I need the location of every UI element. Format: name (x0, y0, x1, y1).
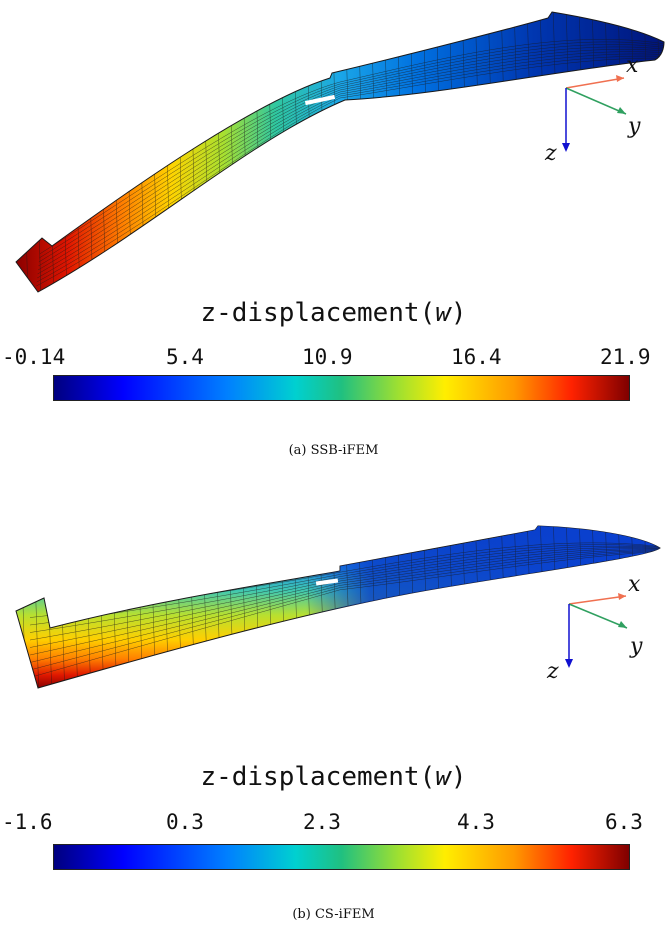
colorbar-title-text: z-displacement( (200, 762, 436, 792)
mesh-line (409, 526, 417, 688)
colorbar-tick: 10.9 (302, 345, 353, 369)
y-axis-arrow (565, 87, 627, 115)
wing-surface-a (15, 11, 665, 293)
mesh-line (318, 12, 328, 292)
colorbar-tick: -1.6 (2, 810, 53, 834)
mesh-line (39, 41, 664, 259)
mesh-line (36, 55, 664, 283)
mesh-line (331, 12, 341, 292)
colorbar-title-variable: w (435, 298, 451, 328)
mesh-line (136, 12, 146, 292)
mesh-line (656, 526, 660, 688)
mesh-line (162, 12, 172, 292)
mesh-line (110, 12, 120, 292)
mesh-line (110, 526, 118, 688)
colorbar-tick: 2.3 (303, 810, 341, 834)
mesh-line (175, 12, 185, 292)
wing-contour-plot-b: x y z (15, 525, 661, 689)
mesh-line (29, 547, 660, 641)
colorbar (53, 375, 630, 401)
colorbar-tick: 16.4 (451, 345, 502, 369)
mesh-line (39, 39, 664, 255)
y-axis-arrow (568, 603, 628, 629)
z-axis-label: z (544, 141, 557, 166)
colorbar-title-variable: w (435, 762, 451, 792)
colorbar-ticks: -0.14 5.4 10.9 16.4 21.9 (0, 345, 667, 375)
wing-surface-b (15, 525, 661, 689)
mesh-line (253, 12, 263, 292)
y-axis-label: y (629, 634, 643, 659)
figure-caption: (a) SSB-iFEM (288, 443, 379, 458)
mesh-line (279, 12, 289, 292)
mesh-line (19, 526, 27, 688)
mesh-line (435, 526, 443, 688)
cutout-a (304, 94, 336, 106)
mesh-line (29, 550, 660, 671)
mesh-line (422, 526, 430, 688)
mesh-line (422, 12, 432, 292)
mesh-line (448, 526, 456, 688)
colorbar (53, 844, 630, 870)
axis-triad-a: x y z (544, 53, 641, 166)
mesh-line (305, 12, 315, 292)
mesh-line (383, 526, 391, 688)
z-axis-label: z (546, 659, 559, 684)
colorbar-title-text: z-displacement( (200, 298, 436, 328)
colorbar-title: z-displacement(w) (0, 762, 667, 792)
mesh-line (38, 46, 664, 267)
mesh-line (474, 526, 482, 688)
colorbar-ticks: -1.6 0.3 2.3 4.3 6.3 (0, 810, 667, 840)
x-axis-arrow (568, 595, 627, 605)
mesh-line (370, 526, 378, 688)
mesh-line (123, 12, 133, 292)
mesh-line (123, 526, 131, 688)
colorbar-tick: 21.9 (600, 345, 651, 369)
mesh-line (357, 526, 365, 688)
wing-contour-plot-a: x y z (15, 11, 665, 293)
mesh-line (29, 544, 660, 626)
axis-triad-b: x y z (546, 572, 643, 684)
mesh-line (36, 57, 664, 287)
mesh-line (643, 526, 651, 688)
mesh-line (37, 53, 664, 279)
cutout-b (315, 578, 339, 586)
mesh-line (266, 12, 276, 292)
mesh-line (396, 12, 406, 292)
y-axis-label: y (627, 114, 641, 139)
figure-caption: (b) CS-iFEM (292, 907, 375, 922)
mesh-line (370, 12, 380, 292)
mesh-line (292, 12, 302, 292)
x-axis-label: x (626, 53, 639, 78)
mesh-line (461, 526, 469, 688)
mesh-line (396, 526, 404, 688)
colorbar-title-close: ) (450, 762, 467, 792)
colorbar-tick: 4.3 (457, 810, 495, 834)
panel-b: x y z z-displacement(w) -1.6 0.3 2.3 4.3… (0, 470, 667, 925)
colorbar-tick: 6.3 (605, 810, 643, 834)
colorbar-title-close: ) (450, 298, 467, 328)
panel-a: x y z z-displacement(w) -0.14 5.4 10.9 1… (0, 11, 667, 458)
colorbar-title: z-displacement(w) (0, 298, 667, 328)
mesh-line (357, 12, 367, 292)
mesh-line (344, 12, 354, 292)
mesh-line (383, 12, 393, 292)
mesh-line (29, 549, 660, 656)
mesh-line (38, 44, 664, 263)
colorbar-tick: -0.14 (2, 345, 66, 369)
mesh-line (409, 12, 419, 292)
mesh-line (435, 12, 445, 292)
mesh-line (136, 526, 144, 688)
colorbar-tick: 0.3 (166, 810, 204, 834)
mesh-line (97, 526, 105, 688)
x-axis-arrow (565, 77, 625, 89)
colorbar-tick: 5.4 (166, 345, 204, 369)
mesh-line (29, 551, 660, 678)
x-axis-label: x (628, 572, 641, 597)
mesh-line (149, 12, 159, 292)
mesh-line (29, 548, 660, 648)
mesh-line (29, 545, 660, 633)
